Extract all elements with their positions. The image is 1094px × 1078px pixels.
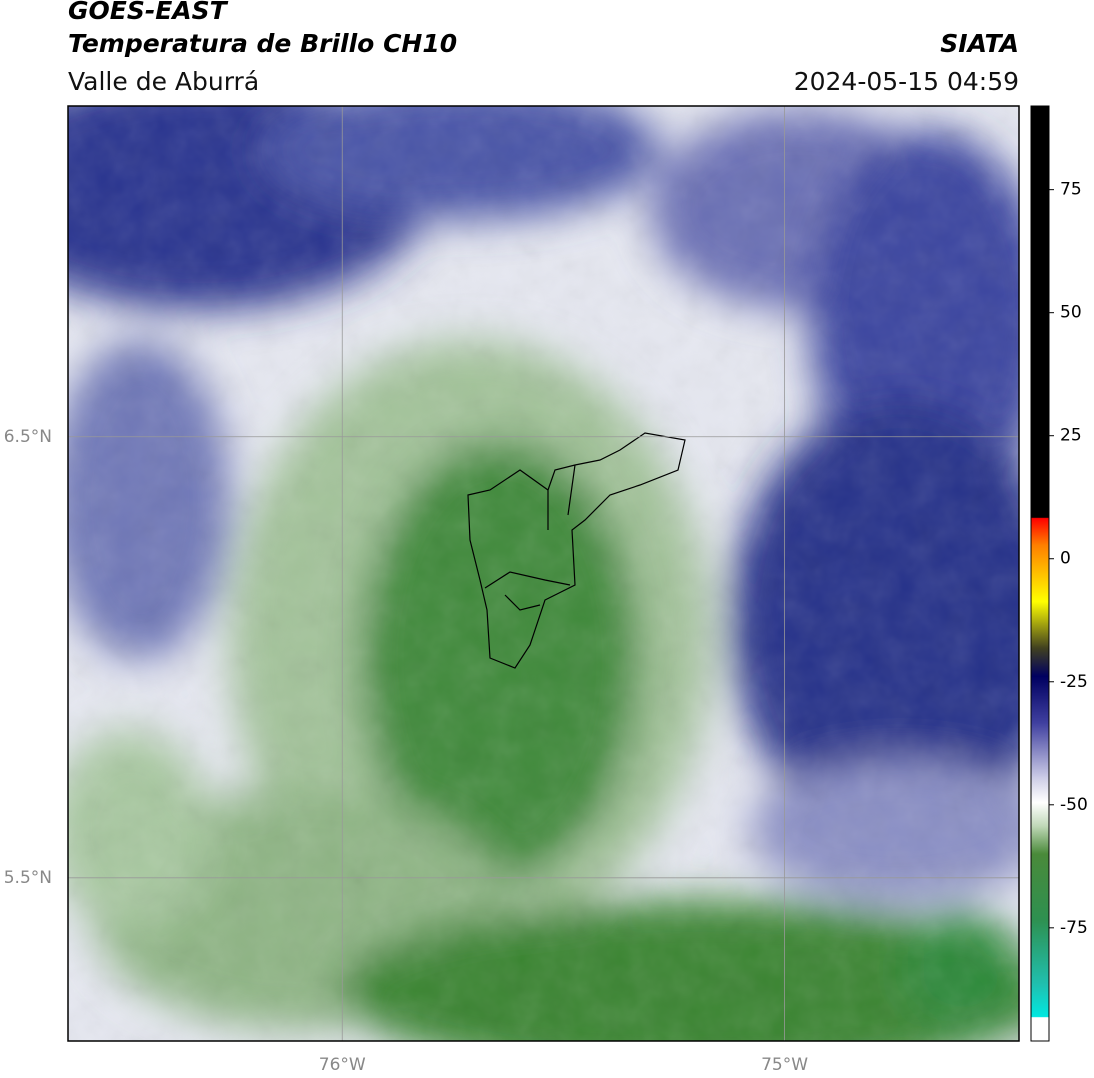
brightness-field	[68, 106, 1019, 1041]
colorbar-tick-label: 0	[1060, 549, 1071, 569]
title: GOES-EAST	[68, 0, 229, 25]
source: SIATA	[940, 29, 1019, 58]
y-tick-label: 5.5°N	[4, 868, 52, 888]
map-frame	[67, 105, 1020, 1042]
colorbar	[1030, 105, 1050, 1042]
colorbar-tick-label: -50	[1060, 795, 1088, 815]
subtitle: Temperatura de Brillo CH10	[68, 29, 457, 58]
municipal-borders	[467, 432, 686, 669]
colorbar-tick-label: -75	[1060, 918, 1088, 938]
colorbar-tick-label: 50	[1060, 303, 1082, 323]
colorbar-tick-label: -25	[1060, 672, 1088, 692]
region: Valle de Aburrá	[68, 67, 259, 96]
timestamp: 2024-05-15 04:59	[794, 67, 1019, 96]
x-tick-label: 75°W	[761, 1055, 808, 1075]
y-tick-label: 6.5°N	[4, 427, 52, 447]
grid	[68, 106, 1019, 1041]
x-tick-label: 76°W	[319, 1055, 366, 1075]
colorbar-tick-label: 75	[1060, 180, 1082, 200]
colorbar-tick-label: 25	[1060, 426, 1082, 446]
